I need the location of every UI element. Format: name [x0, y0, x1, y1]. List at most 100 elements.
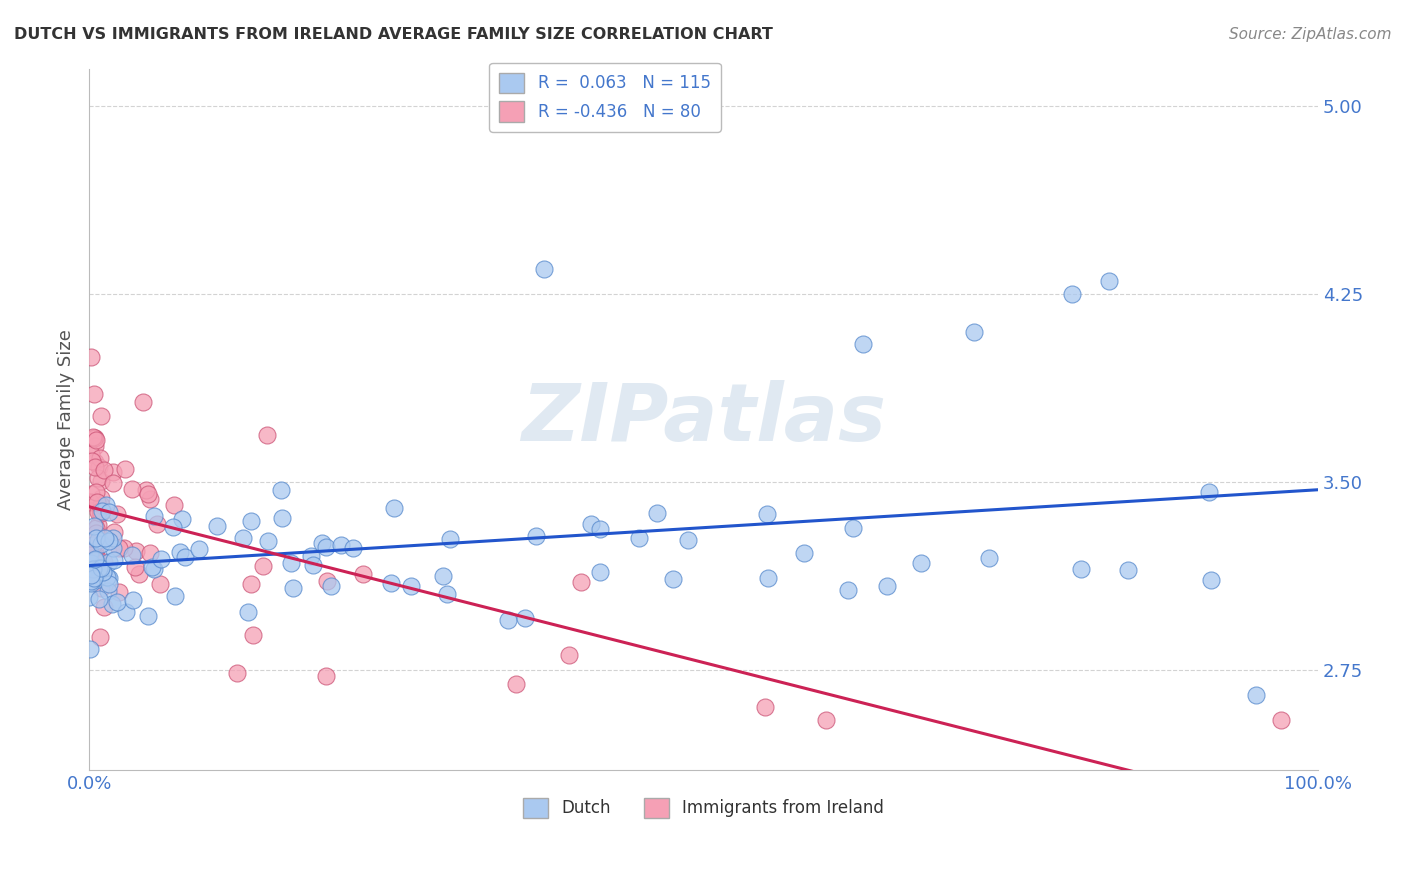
Dutch — [270, 483, 292, 498]
Immigrants from Ireland — [89, 630, 111, 644]
Text: DUTCH VS IMMIGRANTS FROM IRELAND AVERAGE FAMILY SIZE CORRELATION CHART: DUTCH VS IMMIGRANTS FROM IRELAND AVERAGE… — [14, 27, 773, 42]
Immigrants from Ireland — [124, 559, 146, 574]
Dutch — [149, 551, 172, 566]
Immigrants from Ireland — [86, 495, 108, 509]
Dutch — [756, 507, 779, 521]
Dutch — [115, 605, 138, 619]
Immigrants from Ireland — [112, 541, 135, 555]
Immigrants from Ireland — [352, 567, 374, 582]
Immigrants from Ireland — [83, 495, 105, 509]
Immigrants from Ireland — [89, 505, 111, 519]
Dutch — [188, 541, 211, 556]
Dutch — [83, 519, 105, 533]
Immigrants from Ireland — [121, 483, 143, 497]
Immigrants from Ireland — [84, 521, 107, 535]
Immigrants from Ireland — [86, 526, 108, 541]
Dutch — [1116, 563, 1139, 577]
Immigrants from Ireland — [84, 545, 107, 559]
Immigrants from Ireland — [87, 471, 110, 485]
Dutch — [280, 556, 302, 570]
Dutch — [90, 565, 112, 579]
Immigrants from Ireland — [89, 409, 111, 423]
Immigrants from Ireland — [93, 463, 115, 477]
Dutch — [172, 512, 194, 526]
Dutch — [86, 573, 108, 587]
Dutch — [842, 521, 865, 535]
Immigrants from Ireland — [146, 516, 169, 531]
Dutch — [645, 506, 668, 520]
Dutch — [80, 567, 103, 582]
Dutch — [98, 504, 121, 518]
Immigrants from Ireland — [105, 507, 128, 521]
Dutch — [96, 570, 118, 584]
Immigrants from Ireland — [93, 555, 115, 569]
Immigrants from Ireland — [242, 628, 264, 642]
Dutch — [103, 541, 125, 556]
Immigrants from Ireland — [93, 600, 115, 615]
Dutch — [162, 519, 184, 533]
Immigrants from Ireland — [135, 483, 157, 498]
Dutch — [101, 531, 124, 545]
Immigrants from Ireland — [84, 550, 107, 565]
Immigrants from Ireland — [103, 475, 125, 490]
Immigrants from Ireland — [83, 455, 105, 469]
Dutch — [142, 562, 165, 576]
Dutch — [399, 579, 422, 593]
Dutch — [257, 533, 280, 548]
Dutch — [852, 337, 875, 351]
Immigrants from Ireland — [139, 546, 162, 560]
Immigrants from Ireland — [114, 462, 136, 476]
Dutch — [436, 587, 458, 601]
Dutch — [676, 533, 699, 547]
Dutch — [793, 546, 815, 560]
Dutch — [101, 598, 124, 612]
Dutch — [1098, 275, 1121, 289]
Dutch — [80, 556, 103, 570]
Dutch — [79, 545, 101, 559]
Immigrants from Ireland — [90, 506, 112, 520]
Immigrants from Ireland — [79, 548, 101, 562]
Dutch — [97, 555, 120, 569]
Immigrants from Ireland — [136, 487, 159, 501]
Immigrants from Ireland — [316, 574, 339, 588]
Dutch — [342, 541, 364, 555]
Dutch — [524, 529, 547, 543]
Dutch — [910, 556, 932, 570]
Dutch — [513, 610, 536, 624]
Immigrants from Ireland — [82, 569, 104, 583]
Dutch — [103, 553, 125, 567]
Dutch — [141, 560, 163, 574]
Dutch — [89, 561, 111, 575]
Dutch — [121, 548, 143, 562]
Dutch — [83, 571, 105, 585]
Immigrants from Ireland — [557, 648, 579, 663]
Text: ZIPatlas: ZIPatlas — [520, 380, 886, 458]
Dutch — [94, 498, 117, 512]
Immigrants from Ireland — [82, 538, 104, 552]
Dutch — [628, 531, 651, 545]
Dutch — [94, 531, 117, 545]
Dutch — [311, 535, 333, 549]
Dutch — [1198, 484, 1220, 499]
Dutch — [496, 614, 519, 628]
Dutch — [80, 574, 103, 588]
Dutch — [240, 514, 263, 528]
Immigrants from Ireland — [149, 577, 172, 591]
Dutch — [321, 579, 343, 593]
Immigrants from Ireland — [138, 492, 160, 507]
Dutch — [77, 590, 100, 604]
Immigrants from Ireland — [815, 713, 838, 727]
Dutch — [662, 572, 685, 586]
Immigrants from Ireland — [505, 676, 527, 690]
Dutch — [91, 566, 114, 580]
Immigrants from Ireland — [256, 428, 278, 442]
Immigrants from Ireland — [90, 491, 112, 505]
Dutch — [98, 534, 121, 549]
Text: Source: ZipAtlas.com: Source: ZipAtlas.com — [1229, 27, 1392, 42]
Dutch — [1246, 688, 1268, 702]
Dutch — [79, 641, 101, 656]
Dutch — [432, 569, 454, 583]
Dutch — [87, 591, 110, 606]
Dutch — [963, 325, 986, 339]
Immigrants from Ireland — [315, 668, 337, 682]
